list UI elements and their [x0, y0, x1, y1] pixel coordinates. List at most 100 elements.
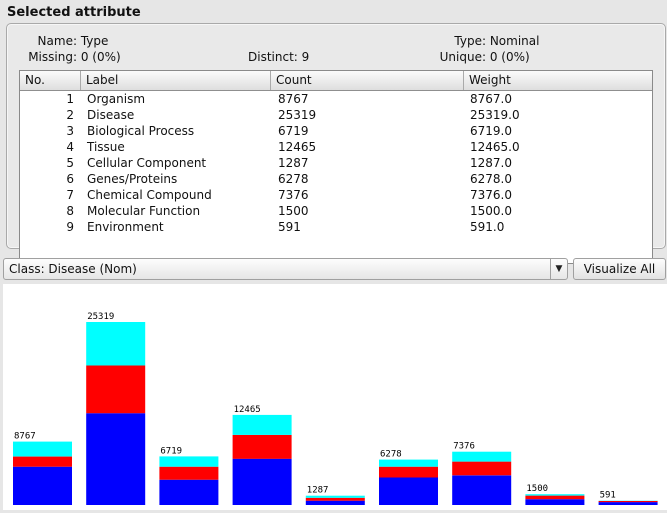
bar-segment-2	[306, 498, 365, 501]
bar-segment-1	[525, 499, 584, 505]
name-label: Name:	[21, 34, 77, 48]
bar-data-label: 8767	[14, 432, 36, 442]
bar-data-label: 591	[600, 491, 616, 501]
cell-no: 7	[20, 187, 74, 203]
bar-segment-3	[525, 494, 584, 495]
cell-no: 9	[20, 219, 74, 235]
bar-segment-1	[599, 502, 658, 505]
table-row[interactable]: 4 Tissue 12465 12465.0	[20, 139, 652, 155]
unique-label: Unique:	[427, 50, 486, 64]
cell-weight: 25319.0	[470, 107, 520, 123]
selected-attribute-panel: Name: Type Missing: 0 (0%) Distinct: 9 T…	[6, 23, 666, 249]
unique-value: 0 (0%)	[490, 50, 530, 64]
cell-weight: 8767.0	[470, 91, 512, 107]
bar-segment-3	[86, 322, 145, 366]
distinct-label: Distinct:	[248, 50, 298, 64]
bar-segment-2	[599, 501, 658, 502]
header-label[interactable]: Label	[81, 71, 271, 90]
bar-segment-1	[452, 475, 511, 505]
bar-segment-3	[379, 460, 438, 467]
cell-count: 12465	[278, 139, 316, 155]
cell-label: Organism	[87, 91, 145, 107]
bar-segment-3	[159, 456, 218, 466]
cell-no: 4	[20, 139, 74, 155]
bar-segment-2	[86, 366, 145, 414]
missing-stat: Missing: 0 (0%)	[21, 50, 121, 64]
cell-count: 7376	[278, 187, 309, 203]
bar-segment-1	[86, 413, 145, 505]
bar-segment-2	[13, 457, 72, 467]
panel-title: Selected attribute	[7, 5, 141, 20]
missing-label: Missing:	[21, 50, 77, 64]
cell-label: Disease	[87, 107, 134, 123]
cell-label: Biological Process	[87, 123, 194, 139]
table-row[interactable]: 5 Cellular Component 1287 1287.0	[20, 155, 652, 171]
cell-count: 6719	[278, 123, 309, 139]
cell-no: 8	[20, 203, 74, 219]
cell-no: 5	[20, 155, 74, 171]
bar-segment-1	[233, 459, 292, 505]
bar-segment-3	[452, 452, 511, 462]
type-value: Nominal	[490, 34, 540, 48]
bar-data-label: 12465	[234, 405, 261, 415]
cell-no: 6	[20, 171, 74, 187]
class-selector[interactable]: Class: Disease (Nom) ▼	[3, 258, 568, 280]
bar-segment-2	[452, 462, 511, 476]
name-stat: Name: Type	[21, 34, 108, 48]
cell-weight: 1500.0	[470, 203, 512, 219]
name-value: Type	[81, 34, 109, 48]
type-stat: Type: Nominal	[427, 34, 539, 48]
table-row[interactable]: 6 Genes/Proteins 6278 6278.0	[20, 171, 652, 187]
bar-segment-1	[13, 467, 72, 505]
bar-data-label: 7376	[453, 442, 475, 452]
table-header: No. Label Count Weight	[20, 71, 652, 91]
header-weight[interactable]: Weight	[464, 71, 652, 90]
cell-weight: 6278.0	[470, 171, 512, 187]
cell-label: Tissue	[87, 139, 125, 155]
cell-count: 6278	[278, 171, 309, 187]
chevron-down-icon[interactable]: ▼	[550, 259, 567, 279]
cell-count: 1500	[278, 203, 309, 219]
bar-segment-2	[525, 496, 584, 500]
table-row[interactable]: 7 Chemical Compound 7376 7376.0	[20, 187, 652, 203]
distinct-stat: Distinct: 9	[248, 50, 309, 64]
cell-label: Genes/Proteins	[87, 171, 177, 187]
cell-label: Molecular Function	[87, 203, 200, 219]
table-row[interactable]: 3 Biological Process 6719 6719.0	[20, 123, 652, 139]
cell-weight: 1287.0	[470, 155, 512, 171]
header-no[interactable]: No.	[20, 71, 81, 90]
bar-segment-2	[379, 467, 438, 478]
cell-weight: 6719.0	[470, 123, 512, 139]
visualize-all-button[interactable]: Visualize All	[573, 258, 666, 280]
bar-data-label: 25319	[87, 312, 114, 322]
missing-value: 0 (0%)	[81, 50, 121, 64]
cell-weight: 12465.0	[470, 139, 520, 155]
cell-count: 1287	[278, 155, 309, 171]
bar-segment-2	[159, 467, 218, 480]
table-row[interactable]: 8 Molecular Function 1500 1500.0	[20, 203, 652, 219]
cell-label: Cellular Component	[87, 155, 206, 171]
bar-data-label: 6278	[380, 450, 402, 460]
type-label: Type:	[427, 34, 486, 48]
bar-data-label: 1287	[307, 486, 329, 496]
cell-weight: 7376.0	[470, 187, 512, 203]
bar-segment-3	[233, 415, 292, 435]
bar-segment-1	[379, 478, 438, 506]
cell-label: Environment	[87, 219, 164, 235]
cell-no: 1	[20, 91, 74, 107]
cell-no: 3	[20, 123, 74, 139]
cell-count: 591	[278, 219, 301, 235]
bar-data-label: 1500	[526, 484, 548, 494]
cell-label: Chemical Compound	[87, 187, 212, 203]
cell-count: 25319	[278, 107, 316, 123]
bar-segment-3	[13, 442, 72, 457]
bar-segment-3	[306, 496, 365, 498]
header-count[interactable]: Count	[271, 71, 464, 90]
bar-segment-1	[159, 480, 218, 505]
